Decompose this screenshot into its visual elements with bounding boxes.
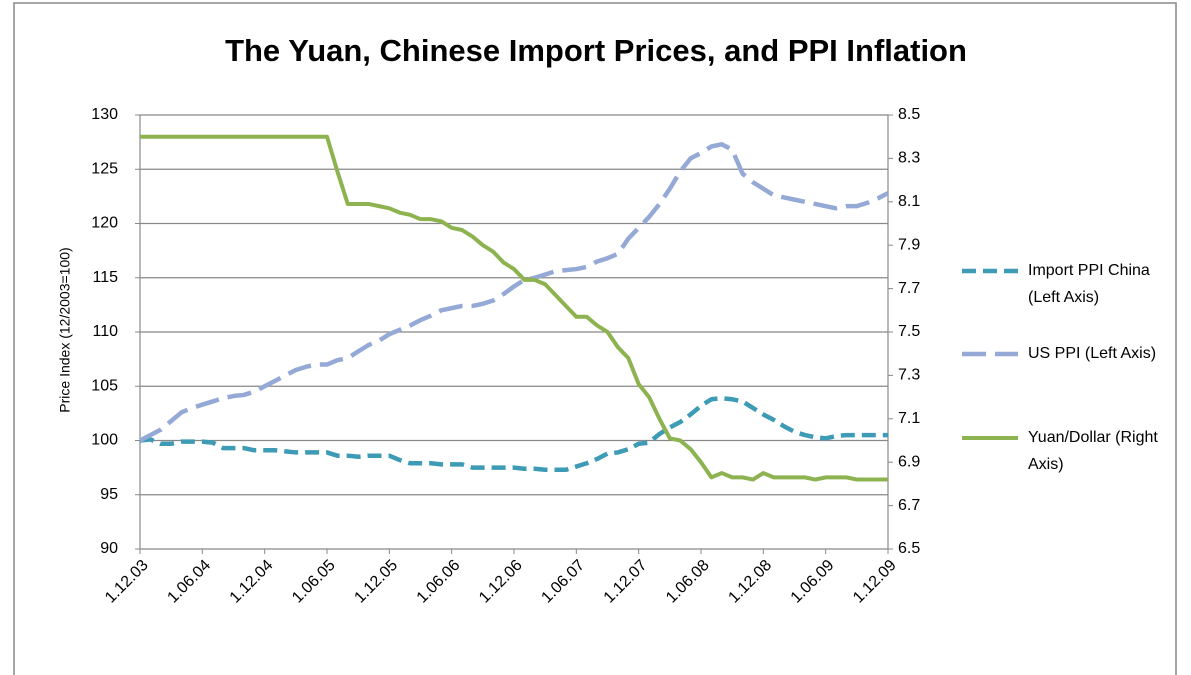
y2-tick-label: 6.5: [898, 540, 920, 557]
legend-label: US PPI (Left Axis): [1028, 345, 1157, 362]
y2-tick-label: 6.9: [898, 453, 920, 470]
y2-tick-label: 7.1: [898, 410, 920, 427]
y2-tick-label: 6.7: [898, 497, 920, 514]
legend-label: Import PPI China (Left Axis): [1028, 262, 1150, 306]
y-tick-label: 95: [100, 486, 118, 503]
y2-tick-label: 7.3: [898, 367, 920, 384]
series-line: [139, 395, 888, 473]
y-tick-label: 110: [92, 323, 118, 340]
y2-tick-label: 8.5: [898, 106, 920, 123]
legend-label: Yuan/Dollar (Right Axis): [1028, 429, 1158, 473]
chart-title: The Yuan, Chinese Import Prices, and PPI…: [225, 33, 967, 68]
y-tick-label: 120: [91, 215, 118, 232]
y-tick-label: 125: [91, 160, 118, 177]
y-tick-label: 130: [91, 106, 118, 123]
y-tick-label: 90: [100, 540, 118, 557]
y-axis-label: Price Index (12/2003=100): [57, 247, 73, 412]
y-tick-label: 100: [91, 432, 118, 449]
y2-tick-label: 7.7: [898, 280, 920, 297]
series-line: [140, 134, 888, 482]
y-tick-label: 115: [92, 269, 118, 286]
y2-tick-label: 7.9: [898, 236, 920, 253]
y2-tick-label: 7.5: [898, 323, 920, 340]
series-line: [138, 142, 890, 443]
y2-tick-label: 8.3: [898, 150, 920, 167]
y-tick-label: 105: [91, 377, 118, 394]
y2-tick-label: 8.1: [898, 193, 920, 210]
